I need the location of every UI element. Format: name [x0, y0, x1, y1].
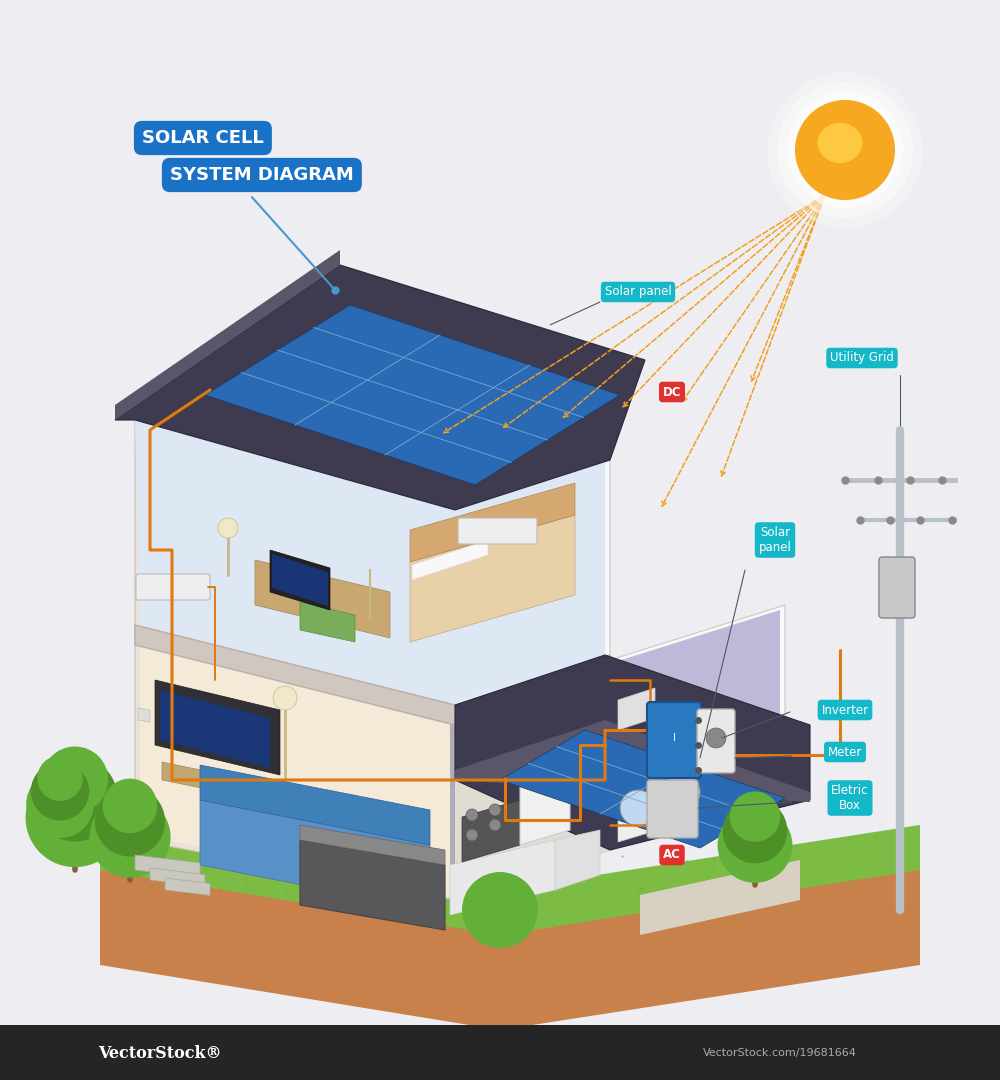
Polygon shape — [0, 1025, 1000, 1080]
Polygon shape — [115, 265, 645, 510]
Polygon shape — [255, 561, 390, 638]
Circle shape — [787, 92, 903, 208]
Polygon shape — [100, 845, 920, 1030]
Text: Meter: Meter — [828, 745, 862, 758]
Polygon shape — [115, 249, 340, 420]
Polygon shape — [300, 840, 445, 930]
Polygon shape — [300, 825, 445, 865]
Circle shape — [664, 774, 700, 810]
Text: Utility Grid: Utility Grid — [830, 351, 894, 365]
FancyBboxPatch shape — [647, 780, 698, 838]
Polygon shape — [272, 554, 328, 606]
Circle shape — [723, 798, 787, 863]
Circle shape — [95, 786, 165, 856]
Polygon shape — [455, 654, 810, 850]
Circle shape — [620, 789, 656, 826]
Circle shape — [31, 762, 89, 821]
Polygon shape — [410, 483, 575, 562]
Circle shape — [767, 72, 923, 228]
Circle shape — [89, 797, 171, 878]
Circle shape — [273, 686, 297, 710]
Polygon shape — [615, 610, 780, 845]
Circle shape — [466, 829, 478, 841]
Polygon shape — [200, 800, 430, 910]
Polygon shape — [618, 688, 655, 730]
Circle shape — [718, 808, 792, 882]
Polygon shape — [165, 878, 210, 895]
Polygon shape — [150, 868, 205, 887]
Circle shape — [466, 809, 478, 821]
Polygon shape — [270, 550, 330, 610]
Polygon shape — [140, 645, 450, 895]
Polygon shape — [155, 680, 280, 775]
FancyBboxPatch shape — [697, 708, 735, 773]
Circle shape — [103, 779, 157, 833]
Circle shape — [42, 746, 108, 813]
Polygon shape — [450, 675, 605, 895]
Circle shape — [462, 872, 538, 948]
Circle shape — [32, 756, 118, 841]
Circle shape — [489, 804, 501, 816]
Text: Inverter: Inverter — [821, 703, 869, 716]
FancyBboxPatch shape — [647, 702, 701, 778]
Polygon shape — [455, 720, 810, 802]
Circle shape — [795, 100, 895, 200]
Polygon shape — [455, 460, 610, 900]
Text: I: I — [673, 733, 675, 743]
Circle shape — [777, 82, 913, 218]
Polygon shape — [500, 730, 785, 848]
Text: VectorStock®: VectorStock® — [98, 1044, 222, 1062]
Polygon shape — [520, 760, 570, 845]
Circle shape — [26, 770, 94, 838]
Text: VectorStock.com/19681664: VectorStock.com/19681664 — [703, 1048, 857, 1058]
Polygon shape — [200, 765, 430, 845]
Polygon shape — [412, 540, 488, 580]
FancyBboxPatch shape — [879, 557, 915, 618]
FancyBboxPatch shape — [458, 518, 537, 544]
Polygon shape — [300, 602, 355, 642]
Text: Solar
panel: Solar panel — [759, 526, 791, 554]
Polygon shape — [555, 831, 600, 890]
Polygon shape — [662, 756, 702, 828]
FancyBboxPatch shape — [136, 573, 210, 600]
Polygon shape — [618, 770, 658, 842]
Text: DC: DC — [663, 386, 681, 399]
Polygon shape — [450, 840, 555, 915]
Polygon shape — [462, 800, 520, 862]
Text: SOLAR CELL: SOLAR CELL — [142, 129, 264, 147]
Text: Eletric
Box: Eletric Box — [831, 784, 869, 812]
Circle shape — [706, 728, 726, 748]
Polygon shape — [138, 708, 150, 723]
Polygon shape — [410, 515, 575, 642]
Polygon shape — [455, 675, 610, 900]
Text: AC: AC — [663, 849, 681, 862]
Polygon shape — [135, 855, 200, 878]
Circle shape — [489, 819, 501, 831]
Circle shape — [26, 768, 124, 867]
Text: SYSTEM DIAGRAM: SYSTEM DIAGRAM — [170, 166, 354, 184]
Polygon shape — [100, 825, 920, 935]
Ellipse shape — [817, 123, 862, 163]
Polygon shape — [162, 762, 320, 812]
Polygon shape — [160, 690, 270, 768]
Polygon shape — [135, 625, 610, 725]
Circle shape — [730, 792, 780, 841]
Polygon shape — [205, 305, 620, 485]
Polygon shape — [135, 420, 605, 705]
Text: Solar panel: Solar panel — [605, 285, 671, 298]
Polygon shape — [640, 860, 800, 935]
Circle shape — [37, 756, 83, 801]
Circle shape — [218, 518, 238, 538]
Polygon shape — [610, 605, 785, 850]
Polygon shape — [135, 420, 455, 900]
